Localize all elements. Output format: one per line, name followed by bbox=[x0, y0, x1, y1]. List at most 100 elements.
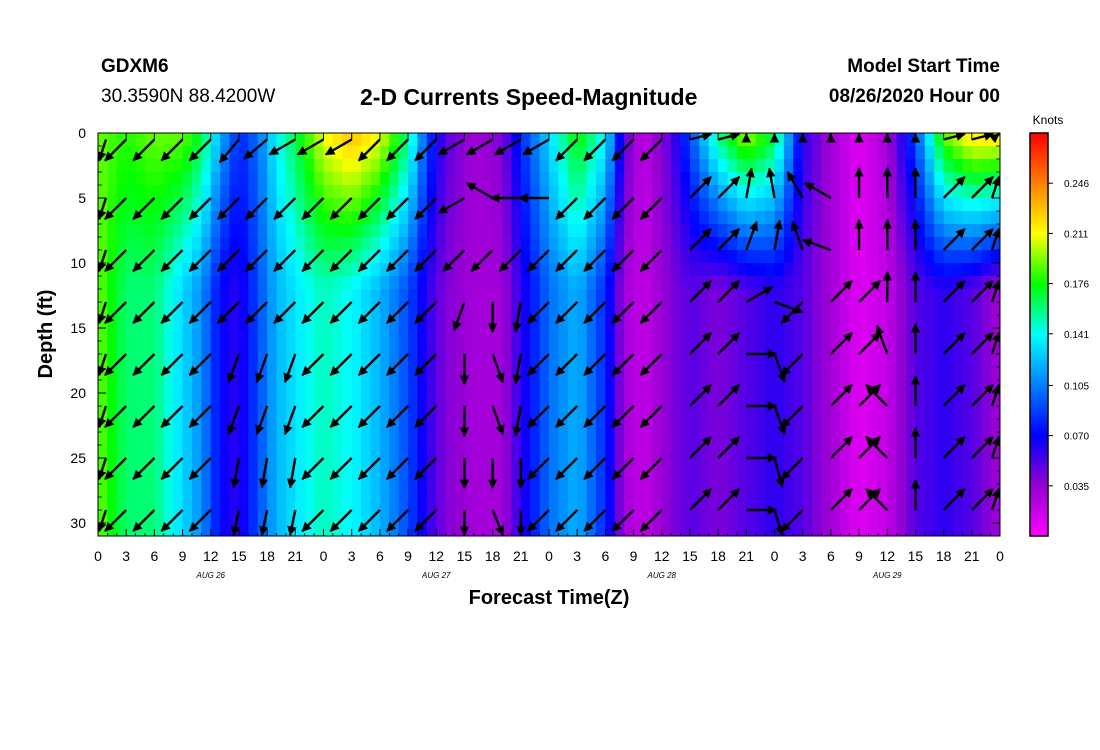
heat-cell bbox=[840, 133, 851, 147]
heat-cell bbox=[210, 133, 221, 147]
heat-cell bbox=[633, 328, 644, 342]
heat-cell bbox=[558, 354, 569, 368]
heat-cell bbox=[229, 302, 240, 316]
heat-cell bbox=[276, 367, 287, 381]
current-vector bbox=[555, 509, 579, 533]
heat-cell bbox=[962, 497, 973, 511]
heat-cell bbox=[417, 250, 428, 264]
heat-cell bbox=[135, 224, 146, 238]
heat-cell bbox=[483, 419, 494, 433]
heat-cell bbox=[962, 159, 973, 173]
heat-cell bbox=[370, 146, 381, 160]
heat-cell bbox=[906, 419, 917, 433]
heat-cell bbox=[924, 133, 935, 147]
heat-cell bbox=[934, 445, 945, 459]
heat-cell bbox=[915, 432, 926, 446]
heat-cell bbox=[539, 315, 550, 329]
heat-cell bbox=[896, 393, 907, 407]
heat-cell bbox=[924, 406, 935, 420]
heat-cell bbox=[671, 328, 682, 342]
heat-cell bbox=[915, 406, 926, 420]
heat-cell bbox=[182, 497, 193, 511]
current-vector bbox=[329, 249, 353, 273]
heat-cell bbox=[511, 250, 522, 264]
heat-cell bbox=[417, 393, 428, 407]
heat-cell bbox=[285, 380, 296, 394]
heat-cell bbox=[285, 159, 296, 173]
heat-cell bbox=[661, 354, 672, 368]
heat-cell bbox=[379, 354, 390, 368]
heat-cell bbox=[840, 250, 851, 264]
current-vector bbox=[329, 405, 353, 429]
heat-cell bbox=[605, 484, 616, 498]
heat-cell bbox=[633, 419, 644, 433]
x-tick-label: 9 bbox=[855, 548, 863, 564]
heat-cell bbox=[765, 289, 776, 303]
heat-cell bbox=[229, 159, 240, 173]
heat-cell bbox=[840, 354, 851, 368]
heat-cell bbox=[361, 445, 372, 459]
heat-cell bbox=[267, 341, 278, 355]
heat-cell bbox=[840, 315, 851, 329]
heat-cell bbox=[314, 289, 325, 303]
heat-cell bbox=[689, 354, 700, 368]
heat-cell bbox=[624, 523, 635, 536]
heat-cell bbox=[783, 302, 794, 316]
heat-cell bbox=[887, 250, 898, 264]
x-tick-label: 12 bbox=[879, 548, 895, 564]
heat-cell bbox=[840, 497, 851, 511]
heat-cell bbox=[614, 432, 625, 446]
heat-cell bbox=[906, 159, 917, 173]
heat-cell bbox=[821, 146, 832, 160]
heat-cell bbox=[924, 484, 935, 498]
heat-cell bbox=[802, 406, 813, 420]
heat-cell bbox=[530, 133, 541, 147]
heat-cell bbox=[971, 328, 982, 342]
heat-cell bbox=[502, 237, 513, 251]
heat-cell bbox=[464, 523, 475, 536]
heat-cell bbox=[351, 523, 362, 536]
heat-cell bbox=[896, 484, 907, 498]
heat-cell bbox=[689, 224, 700, 238]
heat-cell bbox=[116, 250, 127, 264]
heat-cell bbox=[248, 354, 259, 368]
current-vector bbox=[512, 353, 522, 385]
heat-cell bbox=[417, 406, 428, 420]
heat-cell bbox=[652, 146, 663, 160]
heat-cell bbox=[595, 510, 606, 524]
heat-cell bbox=[144, 341, 155, 355]
heat-cell bbox=[896, 289, 907, 303]
heat-cell bbox=[154, 159, 165, 173]
heat-cell bbox=[182, 198, 193, 212]
heat-cell bbox=[314, 146, 325, 160]
heat-cell bbox=[924, 510, 935, 524]
heat-cell bbox=[614, 185, 625, 199]
heat-cell bbox=[229, 484, 240, 498]
heat-cell bbox=[689, 198, 700, 212]
heat-cell bbox=[314, 419, 325, 433]
heat-cell bbox=[642, 237, 653, 251]
heat-cell bbox=[943, 510, 954, 524]
heat-cell bbox=[840, 224, 851, 238]
heat-cell bbox=[915, 328, 926, 342]
heat-cell bbox=[718, 510, 729, 524]
heat-cell bbox=[671, 185, 682, 199]
heat-cell bbox=[492, 458, 503, 472]
heat-cell bbox=[116, 276, 127, 290]
heat-cell bbox=[859, 458, 870, 472]
heat-cell bbox=[755, 172, 766, 186]
heat-cell bbox=[962, 198, 973, 212]
heat-cell bbox=[107, 328, 118, 342]
heat-cell bbox=[746, 315, 757, 329]
heat-cell bbox=[267, 484, 278, 498]
heat-cell bbox=[633, 406, 644, 420]
heat-cell bbox=[201, 367, 212, 381]
heat-cell bbox=[332, 510, 343, 524]
heat-cell bbox=[417, 224, 428, 238]
heat-cell bbox=[661, 341, 672, 355]
heat-cell bbox=[182, 367, 193, 381]
heat-cell bbox=[361, 250, 372, 264]
heat-cell bbox=[314, 341, 325, 355]
heat-cell bbox=[473, 393, 484, 407]
heat-cell bbox=[708, 367, 719, 381]
